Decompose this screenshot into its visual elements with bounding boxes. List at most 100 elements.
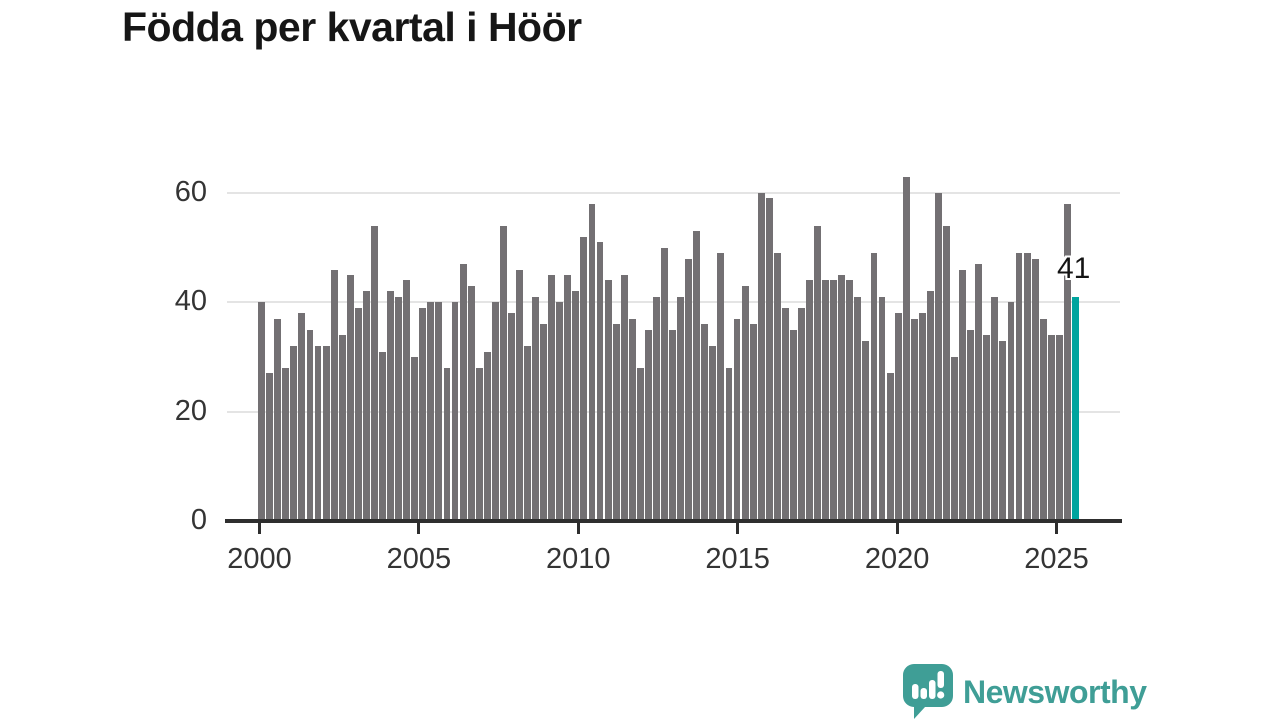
bar [999,340,1007,521]
bar [830,280,838,521]
bar [959,269,967,521]
bar [330,269,338,521]
x-axis-tick-2025 [1055,522,1058,534]
bar [806,280,813,521]
newsworthy-speech-bubble-chart-icon [903,664,953,719]
bar [862,340,870,521]
newsworthy-wordmark: Newsworthy [963,673,1147,710]
highlight-bar [1071,296,1079,521]
bar [910,318,918,521]
x-axis-label-2010: 2010 [546,543,611,575]
bar [419,307,427,521]
bar [338,335,346,521]
bar [274,318,282,521]
bar [314,346,322,521]
bar [709,346,717,521]
bar [459,264,467,521]
bar [516,269,523,521]
bar [532,296,540,521]
bar [693,231,701,521]
last-value-label: 41 [1057,252,1091,285]
bar [266,373,274,521]
bar [822,280,830,521]
gridline-60 [227,192,1120,194]
bar [652,296,660,521]
x-axis-tick-2005 [417,522,421,534]
y-axis-label-0: 0 [190,504,207,536]
bar [395,296,403,521]
bar [362,291,370,521]
bar [1047,335,1055,521]
bar [290,346,298,521]
bar [789,329,797,521]
bar [507,313,515,521]
bar [282,367,290,521]
bar [926,291,934,521]
bar [701,324,709,521]
bar [1023,253,1031,521]
bar [403,280,411,521]
bar [967,329,975,521]
bar [951,357,958,521]
bar [620,275,628,521]
bar [725,367,733,521]
bar [798,307,805,521]
bar [387,291,394,521]
bar [781,307,789,521]
bar [379,351,386,521]
bar [580,236,588,521]
x-axis-tick-2000 [258,522,261,534]
bar [612,324,620,521]
bar [1031,258,1039,521]
x-axis-tick-2020 [895,522,899,534]
bar [322,346,330,521]
bar [491,302,499,521]
bar [604,280,612,521]
bar [588,203,596,521]
bar [427,302,435,521]
bar [548,275,556,521]
bar [411,357,419,521]
bar [838,275,846,521]
bar [298,313,306,521]
bar [661,247,668,521]
bar [765,198,773,521]
bar [677,296,685,521]
bar [894,313,902,521]
bar [846,280,854,521]
bar [1055,335,1063,521]
bar [773,253,781,521]
bar [596,242,604,521]
bar [644,329,652,521]
bar [878,296,886,521]
x-axis-tick-2010 [576,522,580,534]
bar [258,302,266,521]
bar [902,176,910,521]
bar [975,264,983,521]
bar [685,258,693,521]
bar [572,291,580,521]
bar [886,373,894,521]
bar [757,193,765,521]
bar [443,367,451,521]
bar [306,329,314,521]
y-axis-label-40: 40 [174,285,207,318]
gridline-40 [227,301,1120,304]
bar [814,225,822,521]
bar [1007,302,1015,521]
bar [435,302,443,521]
x-axis-label-2000: 2000 [227,543,292,575]
bar [983,335,991,521]
bar [1063,203,1071,521]
bar [733,318,741,521]
x-axis-line [225,519,1122,523]
bar [636,367,644,521]
bar [556,302,564,521]
bar [499,225,507,521]
x-axis-label-2005: 2005 [386,543,452,575]
bar [628,318,636,521]
newsworthy-logo: Newsworthy [903,664,1147,720]
bar [741,285,749,521]
bar [749,324,757,521]
